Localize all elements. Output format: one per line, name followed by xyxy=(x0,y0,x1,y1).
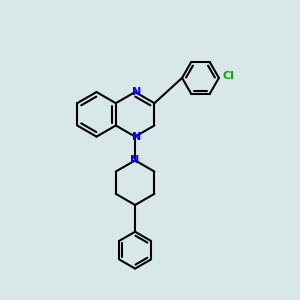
Text: N: N xyxy=(132,132,141,142)
Text: N: N xyxy=(132,87,141,97)
Text: N: N xyxy=(130,155,140,165)
Text: Cl: Cl xyxy=(223,70,234,80)
